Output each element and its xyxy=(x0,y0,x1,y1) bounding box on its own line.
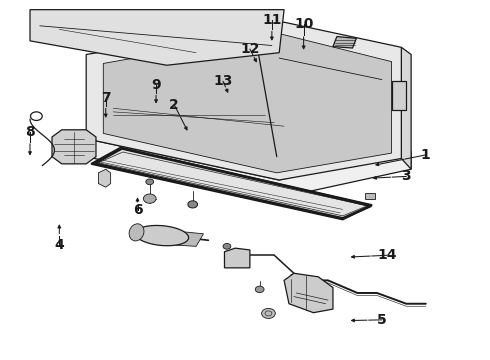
Circle shape xyxy=(188,201,197,208)
FancyBboxPatch shape xyxy=(392,81,406,110)
Text: 1: 1 xyxy=(421,148,431,162)
Text: 5: 5 xyxy=(377,313,387,327)
Circle shape xyxy=(144,194,156,203)
Text: 8: 8 xyxy=(25,125,35,139)
Text: 6: 6 xyxy=(133,203,142,217)
Polygon shape xyxy=(333,37,356,48)
Polygon shape xyxy=(284,273,333,313)
Circle shape xyxy=(255,286,264,293)
Polygon shape xyxy=(167,231,203,246)
Polygon shape xyxy=(91,148,372,220)
Text: 14: 14 xyxy=(377,248,396,262)
Polygon shape xyxy=(52,130,96,164)
Text: 2: 2 xyxy=(169,98,179,112)
Circle shape xyxy=(146,179,154,185)
Ellipse shape xyxy=(135,225,189,246)
Polygon shape xyxy=(401,47,411,169)
Polygon shape xyxy=(86,139,411,198)
Text: 12: 12 xyxy=(240,42,260,56)
Text: 11: 11 xyxy=(262,13,282,27)
Polygon shape xyxy=(103,33,392,173)
Text: 13: 13 xyxy=(213,75,233,89)
Polygon shape xyxy=(224,248,250,268)
FancyBboxPatch shape xyxy=(365,193,375,199)
Circle shape xyxy=(223,243,231,249)
Text: 9: 9 xyxy=(151,78,161,92)
Text: 3: 3 xyxy=(401,170,411,183)
Text: 7: 7 xyxy=(101,90,111,104)
Polygon shape xyxy=(86,22,401,180)
Text: 4: 4 xyxy=(54,238,64,252)
Text: 10: 10 xyxy=(294,17,313,31)
Polygon shape xyxy=(30,10,284,65)
Circle shape xyxy=(262,309,275,319)
Ellipse shape xyxy=(129,224,144,241)
Polygon shape xyxy=(98,169,111,187)
